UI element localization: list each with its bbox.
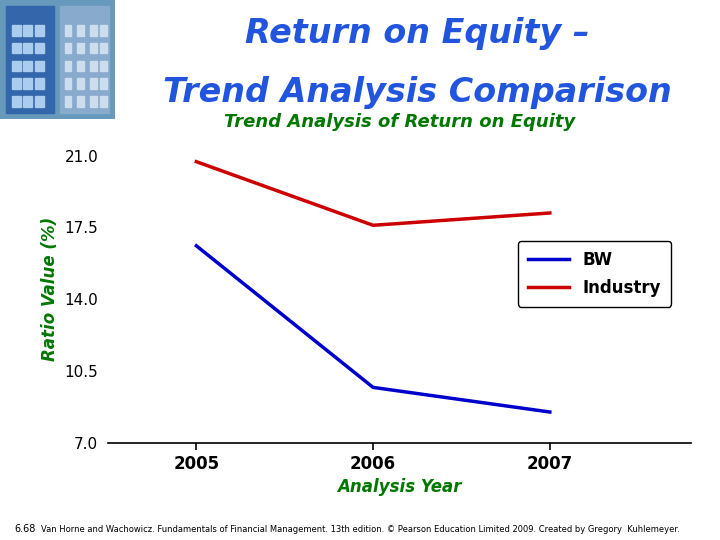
- BW: [192, 242, 201, 249]
- Bar: [35, 96, 44, 107]
- Bar: [77, 60, 84, 71]
- Bar: [100, 25, 107, 36]
- Bar: [65, 25, 71, 36]
- Industry: [369, 222, 377, 228]
- Bar: [23, 78, 32, 89]
- Bar: [100, 43, 107, 53]
- Bar: [23, 43, 32, 53]
- Bar: [12, 60, 21, 71]
- Bar: [100, 78, 107, 89]
- Bar: [65, 78, 71, 89]
- Bar: [77, 43, 84, 53]
- Bar: [60, 6, 109, 113]
- Bar: [100, 96, 107, 107]
- Industry: [546, 210, 554, 216]
- Bar: [90, 43, 96, 53]
- X-axis label: Analysis Year: Analysis Year: [338, 478, 462, 496]
- Bar: [12, 96, 21, 107]
- Bar: [12, 78, 21, 89]
- Text: Trend Analysis Comparison: Trend Analysis Comparison: [163, 76, 672, 109]
- Bar: [35, 78, 44, 89]
- Bar: [90, 60, 96, 71]
- Bar: [12, 25, 21, 36]
- Bar: [35, 43, 44, 53]
- Bar: [90, 25, 96, 36]
- Bar: [100, 60, 107, 71]
- Industry: [192, 158, 201, 165]
- Text: Van Horne and Wachowicz. Fundamentals of Financial Management. 13th edition. © P: Van Horne and Wachowicz. Fundamentals of…: [40, 525, 680, 534]
- Bar: [90, 96, 96, 107]
- Bar: [6, 6, 54, 113]
- Bar: [90, 78, 96, 89]
- BW: [369, 384, 377, 390]
- Bar: [23, 60, 32, 71]
- Text: 6.68: 6.68: [14, 524, 36, 534]
- Text: Return on Equity –: Return on Equity –: [246, 17, 590, 50]
- Bar: [12, 43, 21, 53]
- Bar: [65, 43, 71, 53]
- Title: Trend Analysis of Return on Equity: Trend Analysis of Return on Equity: [224, 113, 575, 131]
- Legend: BW, Industry: BW, Industry: [518, 240, 671, 307]
- Bar: [35, 60, 44, 71]
- Bar: [23, 96, 32, 107]
- Line: BW: BW: [197, 246, 550, 412]
- Y-axis label: Ratio Value (%): Ratio Value (%): [41, 217, 59, 361]
- Bar: [35, 25, 44, 36]
- Bar: [23, 25, 32, 36]
- Bar: [77, 96, 84, 107]
- BW: [546, 409, 554, 415]
- Bar: [65, 60, 71, 71]
- Line: Industry: Industry: [197, 161, 550, 225]
- Bar: [77, 78, 84, 89]
- Bar: [65, 96, 71, 107]
- Bar: [77, 25, 84, 36]
